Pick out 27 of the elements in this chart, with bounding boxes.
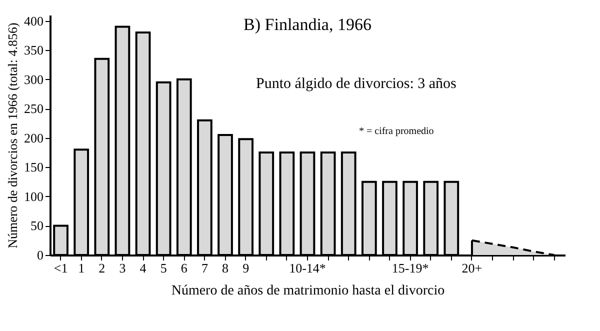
x-tick-label: 1 [78, 260, 85, 276]
annotation: * = cifra promedio [359, 126, 434, 137]
x-tick-label: 9 [242, 260, 250, 276]
x-axis-title: Número de años de matrimonio hasta el divorcio [171, 284, 445, 298]
x-tick-label: 5 [160, 260, 167, 276]
y-tick-label: 250 [24, 101, 44, 116]
x-tick-label: 4 [140, 260, 147, 276]
x-tick-label: <1 [54, 260, 68, 276]
x-tick-label: 10-14* [289, 260, 326, 276]
y-tick-label: 350 [24, 42, 44, 58]
y-axis-title: Número de divorcios en 1966 (total: 4.856) [5, 22, 20, 248]
x-tick-label: 20+ [462, 260, 482, 276]
y-tick-label: 100 [24, 188, 44, 204]
y-tick-label: 200 [24, 130, 44, 146]
y-tick-label: 150 [24, 160, 44, 175]
annotation: Punto álgido de divorcios: 3 años [256, 76, 457, 92]
x-tick-label: 7 [201, 260, 208, 276]
y-tick-label: 50 [30, 218, 44, 234]
x-tick-label: 2 [98, 260, 106, 276]
x-tick-label: 8 [222, 260, 229, 276]
x-tick-label: 3 [119, 260, 126, 276]
y-tick-label: 0 [37, 248, 44, 262]
y-tick-label: 300 [24, 72, 44, 87]
x-tick-label: 15-19* [392, 260, 429, 276]
y-tick-label: 400 [24, 13, 44, 28]
x-tick-label: 6 [180, 260, 188, 276]
chart-title: B) Finlandia, 1966 [244, 15, 372, 34]
